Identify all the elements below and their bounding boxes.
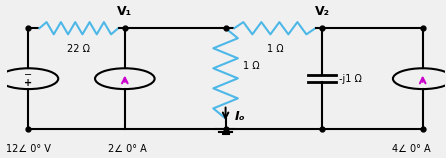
Text: 2∠ 0° A: 2∠ 0° A	[107, 144, 146, 154]
Text: −: −	[25, 70, 33, 80]
Text: V₂: V₂	[314, 5, 330, 18]
Text: 22 Ω: 22 Ω	[67, 43, 91, 54]
Text: 1 Ω: 1 Ω	[267, 43, 283, 54]
Text: 4∠ 0° A: 4∠ 0° A	[392, 144, 431, 154]
Text: Iₒ: Iₒ	[235, 110, 246, 123]
Text: 1 Ω: 1 Ω	[243, 61, 260, 71]
Text: +: +	[25, 78, 33, 88]
Text: V₁: V₁	[117, 5, 132, 18]
Text: -j1 Ω: -j1 Ω	[339, 74, 361, 84]
Text: 12∠ 0° V: 12∠ 0° V	[6, 144, 51, 154]
